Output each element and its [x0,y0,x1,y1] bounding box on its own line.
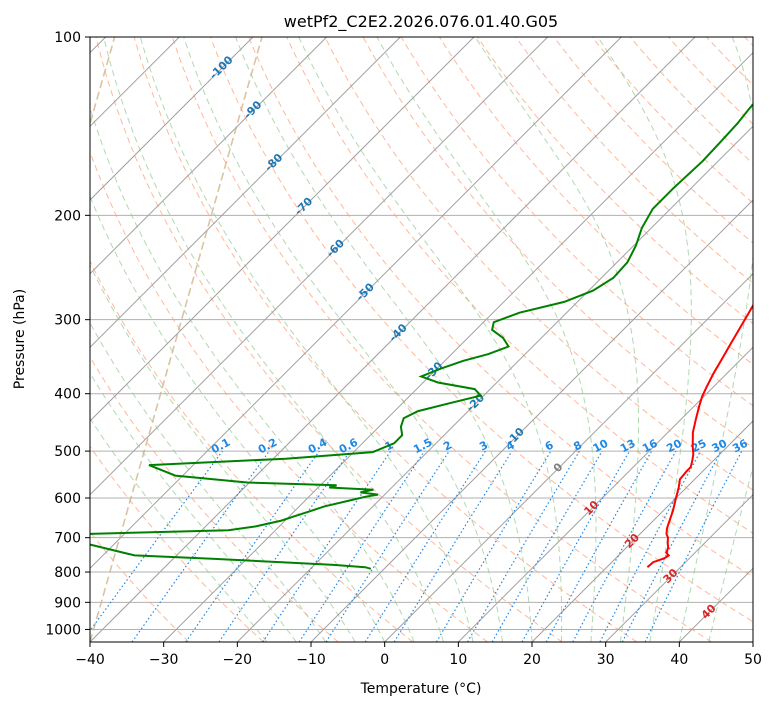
moist-adiabat [708,465,753,642]
dry-adiabat [286,37,753,534]
mixing-ratio-line [393,450,513,642]
profile-series [90,102,753,570]
dry-adiabat [133,37,638,642]
plot-frame [89,36,754,643]
moist-adiabat [90,195,386,642]
x-tick-label: 40 [670,652,688,668]
mixing-ratio-line [298,450,425,642]
dry-adiabat [248,37,753,578]
x-tick-label: −30 [149,652,179,668]
moist-adiabat [298,37,563,642]
dry-adiabat [90,259,414,642]
y-tick-label: 700 [54,531,81,547]
mixing-ratio-line [262,450,392,642]
dewpoint-profile [90,102,753,570]
isotherm-line [752,641,753,642]
mixing-ratio-line [131,450,270,642]
x-tick-label: 0 [380,652,389,668]
y-tick-label: 300 [54,313,81,329]
isotherm-line [90,37,328,275]
y-tick-label: 100 [54,30,81,46]
temperature-profile [646,303,753,568]
isotherm-line [90,37,696,642]
x-tick-label: 10 [449,652,467,668]
x-tick-label: −10 [296,652,326,668]
moist-adiabat [376,37,597,642]
background-lines [90,37,753,642]
mixing-ratio-label: 20 [664,436,684,455]
y-tick-label: 800 [54,565,81,581]
x-tick-label: −40 [75,652,105,668]
moist-adiabat [90,106,415,642]
isotherm-line [163,51,753,642]
dry-adiabat [171,37,712,642]
y-tick-label: 900 [54,595,81,611]
dry-adiabat [90,356,339,642]
chart-title: wetPf2_C2E2.2026.076.01.40.G05 [284,12,558,32]
x-tick-label: 20 [523,652,541,668]
moist-adiabat [235,37,533,642]
mixing-ratio-line [185,450,320,642]
x-axis-label: Temperature (°C) [360,681,482,697]
moist-adiabat [139,37,474,642]
mixing-ratio-label: 30 [710,437,730,456]
dry-adiabat [210,37,753,623]
y-tick-label: 500 [54,444,81,460]
isotherm-line [531,420,753,642]
isotherm-line [310,199,753,642]
isotherm-line [90,37,549,496]
x-tick-label: −20 [223,652,253,668]
saturation-curve [90,37,263,642]
isotherm-line [90,37,401,349]
isotherm-line [457,346,753,642]
x-tick-label: 50 [744,652,762,668]
mixing-ratio-label: 36 [730,437,750,456]
mixing-ratio-line [644,450,743,642]
isotherm-line [90,37,254,201]
mixing-ratio-line [572,450,677,642]
moist-adiabat [90,321,327,642]
dry-adiabat [95,37,563,642]
moist-adiabat [103,37,445,642]
mixing-ratio-line [521,450,631,642]
y-tick-label: 400 [54,387,81,403]
mixing-ratio-line [218,450,351,642]
dry-adiabat [515,37,753,284]
mixing-ratio-line [545,450,653,642]
isotherm-line [605,493,753,642]
plot-background [90,37,753,642]
y-tick-label: 1000 [45,622,81,638]
dry-adiabat [324,37,753,491]
isotherm-line [90,37,475,422]
moist-adiabat [678,37,753,642]
x-tick-label: 30 [597,652,615,668]
moist-adiabat [90,372,297,642]
x-axis-ticks: −40 −30 −20 −10 0 10 20 30 40 50 [75,642,762,668]
isotherm-line [90,37,622,570]
moist-adiabat [183,37,503,642]
mixing-ratio-label: 10 [591,436,611,455]
y-tick-label: 200 [54,208,81,224]
moist-adiabat [597,37,692,642]
isotherm-line [236,125,753,642]
isotherm-line [384,272,753,642]
y-axis-ticks: 100 200 300 400 500 600 700 800 900 1000 [45,30,90,638]
mixing-ratio-line [90,450,223,632]
moist-adiabat [90,417,268,642]
moist-adiabat [90,264,356,642]
mixing-ratio-label: 13 [618,437,638,456]
y-axis-label: Pressure (hPa) [12,289,28,389]
mixing-ratio-label: 16 [640,437,660,456]
dry-adiabat [90,445,264,642]
mixing-ratio-line [325,450,450,642]
y-tick-label: 600 [54,491,81,507]
moist-adiabat [474,37,639,642]
